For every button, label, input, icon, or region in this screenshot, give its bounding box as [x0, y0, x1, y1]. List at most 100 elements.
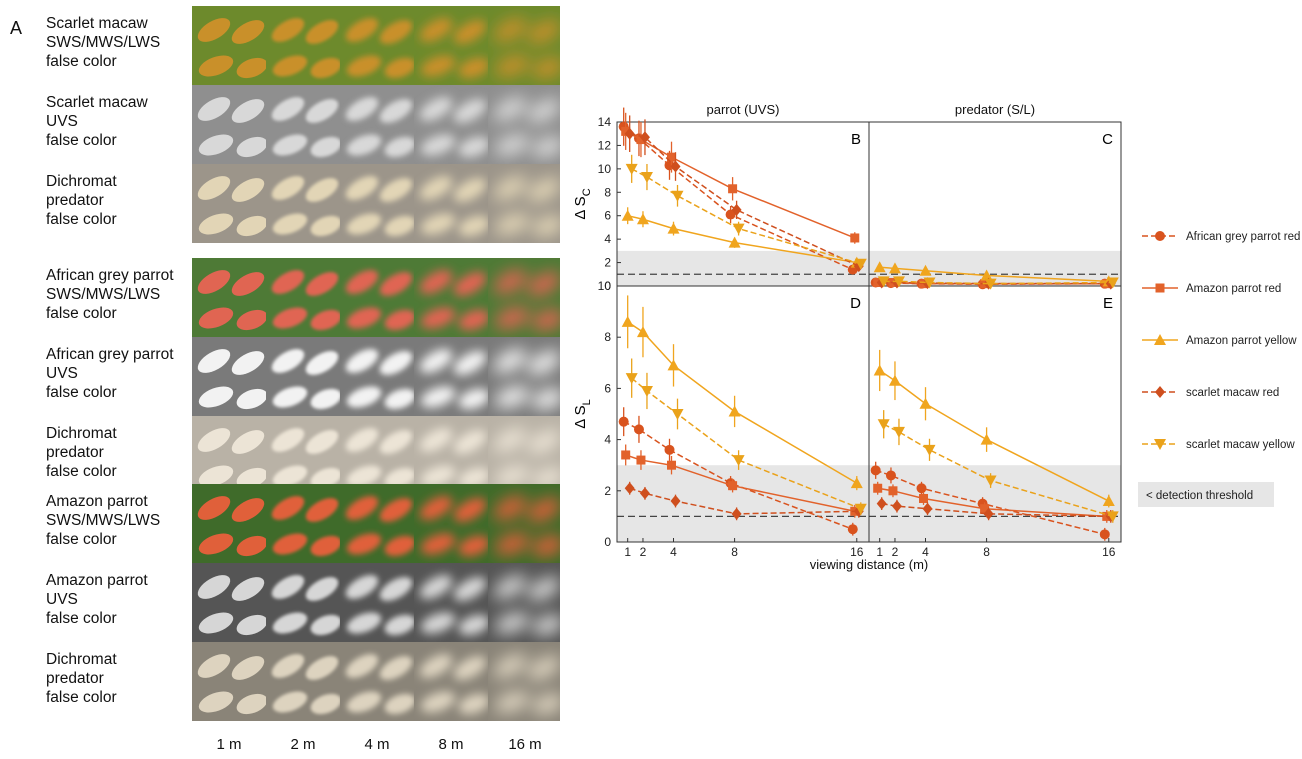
data-point: [731, 507, 742, 520]
legend-label: scarlet macaw red: [1186, 387, 1279, 399]
image-tile: [266, 484, 340, 563]
data-point: [850, 477, 863, 489]
image-tile: [192, 337, 266, 416]
data-point: [877, 419, 890, 431]
data-point: [636, 213, 649, 225]
data-point: [625, 373, 638, 385]
data-point: [853, 505, 864, 518]
image-tile: [488, 85, 560, 164]
row-label-line: African grey parrot: [46, 267, 174, 284]
image-tile: [340, 563, 414, 642]
legend-marker: [1155, 283, 1165, 293]
y-tick-label: 14: [598, 115, 612, 129]
row-label: Amazon parrot SWS/MWS/LWS false color: [46, 492, 191, 549]
data-point: [980, 433, 993, 445]
image-tile: [414, 642, 488, 721]
data-point: [984, 278, 997, 290]
y-tick-label: 2: [604, 256, 611, 270]
panel-a-image-grid: A Scarlet macaw SWS/MWS/LWS false color Sca…: [0, 0, 560, 759]
row-label-line: false color: [46, 305, 117, 322]
x-tick-label: 1: [624, 545, 631, 559]
image-tile: [414, 337, 488, 416]
data-point: [980, 269, 993, 281]
distance-label: 8 m: [438, 736, 464, 753]
image-tile: [488, 416, 560, 495]
row-label-line: false color: [46, 531, 117, 548]
row-label: Scarlet macaw UVS false color: [46, 93, 191, 150]
y-tick-label: 2: [604, 484, 611, 498]
data-point: [731, 203, 742, 216]
image-tile: [266, 6, 340, 85]
row-label-line: false color: [46, 463, 117, 480]
data-point: [633, 424, 644, 435]
data-point: [916, 483, 927, 494]
data-point: [888, 262, 901, 274]
data-point: [636, 455, 646, 465]
image-tile: [414, 164, 488, 243]
y-tick-label: 6: [604, 209, 611, 223]
y-tick-label: 4: [604, 232, 611, 246]
image-tile: [340, 85, 414, 164]
x-tick-label: 8: [983, 545, 990, 559]
data-point: [1106, 511, 1119, 523]
y-tick-label: 4: [604, 433, 611, 447]
y-tick-label: 8: [604, 185, 611, 199]
data-point: [919, 493, 929, 503]
image-tile: [192, 642, 266, 721]
row-label-line: Dichromat: [46, 425, 117, 442]
x-tick-label: 2: [892, 545, 899, 559]
data-point: [873, 261, 886, 273]
x-tick-label: 8: [731, 545, 738, 559]
data-point: [624, 482, 635, 495]
data-point: [621, 315, 634, 327]
row-label-line: African grey parrot: [46, 346, 174, 363]
row-label-line: SWS/MWS/LWS: [46, 286, 161, 303]
data-point: [670, 160, 681, 173]
series-line: [623, 421, 854, 530]
image-tile: [266, 164, 340, 243]
row-label-line: predator: [46, 444, 104, 461]
x-tick-label: 2: [640, 545, 647, 559]
series-line: [631, 168, 861, 265]
image-tile: [266, 258, 340, 337]
data-point: [670, 495, 681, 508]
row-label-line: Amazon parrot: [46, 572, 148, 589]
legend-marker: [1154, 334, 1166, 345]
image-tile: [266, 563, 340, 642]
legend-label: Amazon parrot red: [1186, 283, 1281, 295]
distance-label: 16 m: [508, 736, 542, 753]
data-point: [671, 409, 684, 420]
data-point: [888, 374, 901, 386]
data-point: [639, 487, 650, 500]
image-tile: [488, 642, 560, 721]
data-point: [621, 126, 631, 136]
threshold-band: [617, 465, 869, 542]
threshold-legend-label: < detection threshold: [1146, 490, 1253, 502]
data-point: [892, 276, 905, 288]
series-line: [883, 423, 1113, 518]
data-point: [621, 450, 631, 460]
threshold-legend-box: [1138, 482, 1274, 507]
data-point: [873, 364, 886, 376]
data-point: [667, 460, 677, 470]
image-tile: [414, 6, 488, 85]
image-tile: [340, 416, 414, 495]
image-tile: [488, 563, 560, 642]
threshold-band: [617, 250, 869, 286]
data-point: [732, 455, 745, 467]
data-point: [671, 190, 684, 202]
row-label-line: SWS/MWS/LWS: [46, 34, 161, 51]
data-point: [888, 486, 898, 496]
data-point: [636, 326, 649, 338]
data-point: [850, 233, 860, 243]
image-tile: [266, 85, 340, 164]
x-axis-label: viewing distance (m): [810, 557, 929, 572]
data-point: [667, 222, 680, 234]
row-label-line: false color: [46, 132, 117, 149]
row-label-line: predator: [46, 192, 104, 209]
image-tile: [192, 85, 266, 164]
panel-letter: C: [1102, 131, 1113, 148]
data-point: [919, 264, 932, 276]
image-tile: [340, 6, 414, 85]
image-tile: [488, 484, 560, 563]
